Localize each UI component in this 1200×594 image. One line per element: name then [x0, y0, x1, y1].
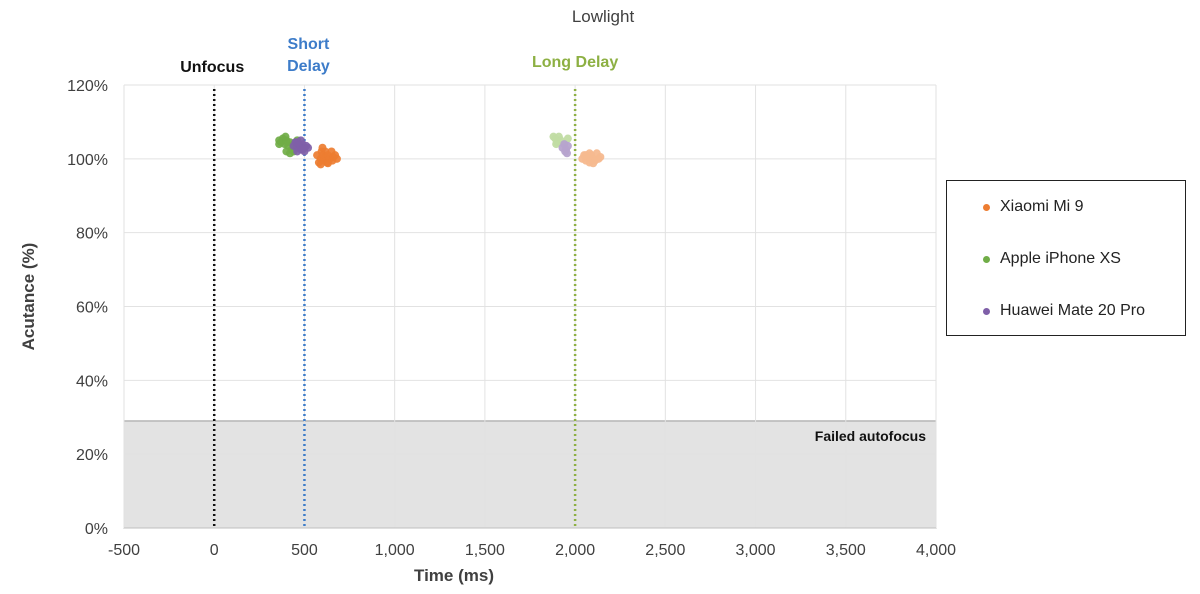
legend-label: Huawei Mate 20 Pro	[1000, 302, 1145, 319]
legend-marker	[983, 255, 990, 263]
y-tick-label: 20%	[76, 447, 108, 464]
data-point	[318, 143, 327, 152]
data-point	[275, 140, 284, 149]
data-point	[316, 160, 325, 169]
y-tick-label: 0%	[85, 521, 108, 538]
y-tick-label: 60%	[76, 300, 108, 317]
legend-item-huawei: Huawei Mate 20 Pro	[983, 302, 1145, 320]
legend-label: Xiaomi Mi 9	[1000, 198, 1084, 215]
reference-line-label: Short	[288, 36, 330, 53]
x-tick-label: 2,500	[645, 542, 685, 559]
x-tick-label: 4,000	[916, 542, 956, 559]
legend-marker	[983, 203, 990, 211]
data-point	[589, 159, 598, 168]
y-tick-label: 80%	[76, 226, 108, 243]
reference-line-label: Delay	[287, 58, 330, 75]
failed-region	[123, 420, 937, 529]
data-point	[298, 145, 307, 154]
failed-region-group	[123, 420, 937, 529]
reference-line-label: Unfocus	[180, 59, 244, 76]
legend-item-xiaomi: Xiaomi Mi 9	[983, 198, 1084, 216]
reference-line-label: Long Delay	[532, 54, 618, 71]
x-tick-label: -500	[108, 542, 140, 559]
y-tick-label: 40%	[76, 373, 108, 390]
y-tick-label: 120%	[67, 78, 108, 95]
x-tick-label: 3,500	[826, 542, 866, 559]
y-axis-title: Acutance (%)	[19, 243, 38, 351]
x-tick-label: 1,000	[375, 542, 415, 559]
labels-group: Failed autofocus -500 0 500 1,000 1,500 2,000 2…	[19, 7, 956, 585]
x-tick-label: 1,500	[465, 542, 505, 559]
legend-item-apple: Apple iPhone XS	[983, 250, 1121, 268]
x-tick-label: 2,000	[555, 542, 595, 559]
data-point	[292, 138, 301, 147]
reference-lines-group	[212, 89, 577, 528]
data-point	[281, 132, 290, 141]
data-point	[561, 147, 570, 156]
x-tick-label: 0	[210, 542, 219, 559]
legend: Xiaomi Mi 9 Apple iPhone XS Huawei Mate …	[946, 180, 1186, 336]
chart-title: Lowlight	[572, 7, 635, 26]
x-tick-label: 3,000	[736, 542, 776, 559]
data-point	[596, 152, 605, 161]
data-point	[332, 154, 341, 163]
y-tick-label: 100%	[67, 152, 108, 169]
x-axis-title: Time (ms)	[414, 566, 494, 585]
data-point	[581, 151, 590, 160]
failed-region-label: Failed autofocus	[815, 428, 926, 444]
x-tick-label: 500	[291, 542, 318, 559]
legend-label: Apple iPhone XS	[1000, 250, 1121, 267]
data-point	[323, 159, 332, 168]
legend-marker	[983, 307, 990, 315]
data-point	[552, 140, 561, 149]
points-group	[275, 132, 605, 169]
